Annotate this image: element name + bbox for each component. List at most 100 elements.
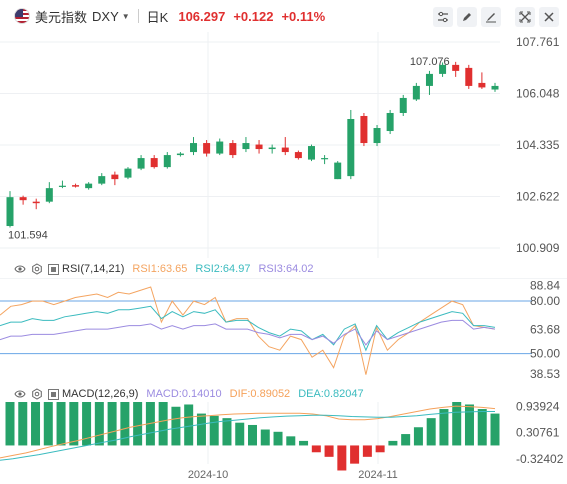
candle[interactable] [294,150,302,160]
candle[interactable] [124,167,132,180]
macd-bar [248,424,257,446]
expand-icon[interactable] [515,7,535,27]
macd-bar [311,445,321,453]
candle[interactable] [307,144,315,162]
macd-chart[interactable]: 0.93924 0.30761 -0.32402 2024-10 2024-11 [0,402,567,484]
eye-icon[interactable] [14,388,26,400]
instrument-name: 美元指数 [35,9,88,25]
candle[interactable] [491,82,499,92]
macd-bar [324,445,334,457]
macd-bar [413,427,423,446]
candlestick-chart[interactable]: 107.076 101.594 107.761 106.048 104.335 102… [0,32,567,258]
candle[interactable] [465,64,473,89]
rsi2-line [0,305,496,352]
price-axis-label: 104.335 [516,138,560,152]
date-axis-label: 2024-10 [188,469,228,481]
macd-bar [5,402,15,446]
interval-selector[interactable]: 日K [146,9,169,25]
candle[interactable] [137,155,145,171]
macd-axis-label: 0.30761 [516,426,560,440]
settings-icon[interactable] [31,263,43,275]
candle[interactable] [32,198,40,210]
candle[interactable] [72,183,80,188]
candle[interactable] [439,62,447,77]
candle[interactable] [412,82,420,101]
low-price-label: 101.594 [8,230,48,242]
candle[interactable] [386,109,394,135]
macd-bar [401,434,411,446]
macd-bar [196,413,206,446]
macd-bar [286,436,296,446]
candle[interactable] [85,182,93,190]
macd-axis-label: 0.93924 [516,402,560,414]
macd-bar [477,409,487,446]
price-axis-label: 102.622 [516,190,560,204]
rsi1-line [0,286,496,375]
candle[interactable] [334,161,342,180]
macd-bar [209,415,219,446]
macd-bar [120,402,130,446]
rsi1-value: RSI1:63.65 [132,263,188,275]
candle[interactable] [478,72,486,89]
sliders-icon[interactable] [433,7,453,27]
rsi-axis-label: 63.68 [530,323,560,337]
macd-bar [18,402,28,446]
candle[interactable] [163,152,171,169]
symbol-selector[interactable]: DXY [92,8,119,24]
candle[interactable] [268,144,276,154]
candle[interactable] [399,94,407,116]
candle[interactable] [19,195,27,205]
date-axis-label: 2024-11 [358,469,398,481]
candle[interactable] [6,191,14,228]
macd-bar [464,404,474,446]
pencil-icon[interactable] [457,7,477,27]
macd-bar [184,404,194,446]
dif-value: DIF:0.89052 [229,388,291,400]
candle[interactable] [281,137,289,156]
candle[interactable] [216,138,224,156]
candle[interactable] [242,137,250,153]
settings-icon[interactable] [31,388,43,400]
candle[interactable] [255,140,263,154]
candle[interactable] [452,61,460,77]
candle[interactable] [58,180,66,189]
candle[interactable] [373,125,381,147]
macd-label: MACD(12,26,9) [62,388,139,400]
candle[interactable] [98,173,106,186]
macd-axis-label: -0.32402 [516,452,564,466]
divider [137,9,139,23]
toolbar [433,7,559,27]
price-axis-label: 106.048 [516,87,560,101]
candle[interactable] [190,137,198,156]
close-icon[interactable] [539,7,559,27]
candle[interactable] [111,171,119,186]
macd-value: MACD:0.14010 [146,388,222,400]
macd-bar [490,413,500,446]
chevron-down-icon[interactable]: ▼ [121,11,130,21]
candle[interactable] [347,109,355,180]
candle[interactable] [360,112,368,147]
candle[interactable] [321,155,329,165]
candle[interactable] [176,152,184,157]
candle[interactable] [150,155,158,169]
macd-bar [69,402,79,446]
price-change: +0.122 [233,8,274,24]
macd-bar [43,402,53,446]
chart-header: 美元指数 DXY ▼ 日K 106.297 +0.122 +0.11% [0,0,567,32]
eye-icon[interactable] [14,263,26,275]
rsi-axis-label: 88.84 [530,279,560,293]
last-price: 106.297 [178,8,226,24]
macd-bar [337,445,347,471]
candle[interactable] [203,140,211,157]
macd-bar [426,418,436,446]
pen-icon[interactable] [481,7,501,27]
price-axis-label: 100.909 [516,241,560,255]
macd-bar [56,402,66,446]
candle[interactable] [229,140,237,159]
candle[interactable] [45,182,53,204]
candle[interactable] [425,70,433,95]
macd-bar [133,402,143,446]
rsi3-line [0,319,496,346]
dea-line [0,411,495,461]
